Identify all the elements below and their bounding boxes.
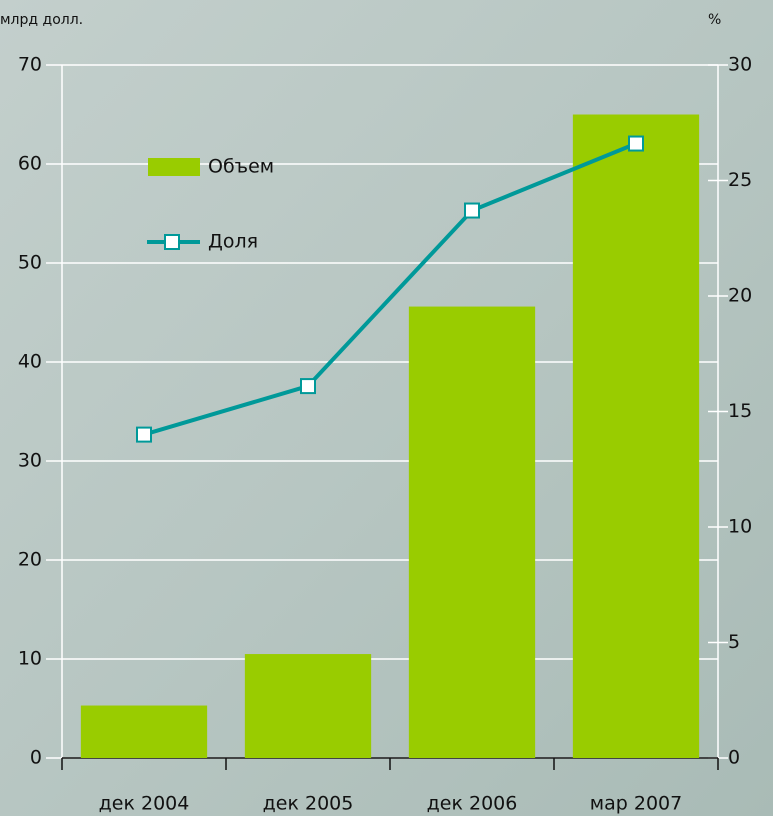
marker — [464, 202, 480, 219]
y-tick-label: 30 — [18, 450, 42, 472]
legend-marker — [164, 234, 180, 250]
y2-tick-label: 10 — [728, 516, 752, 538]
bar — [572, 114, 700, 758]
y-tick-label: 50 — [18, 252, 42, 274]
x-tick-label: мар 2007 — [590, 793, 682, 815]
bar — [80, 705, 208, 758]
x-tick-label: дек 2005 — [263, 793, 354, 815]
y-tick-label: 20 — [18, 549, 42, 571]
y-tick-label: 70 — [18, 54, 42, 76]
y-axis-label: млрд долл. — [0, 12, 83, 28]
legend-label: Объем — [208, 156, 274, 178]
y2-tick-label: 0 — [728, 747, 740, 769]
y2-tick-label: 25 — [728, 169, 752, 191]
bar — [244, 654, 372, 758]
legend-swatch — [148, 158, 200, 176]
y2-tick-label: 5 — [728, 631, 740, 653]
bar — [408, 306, 536, 758]
line — [143, 141, 637, 437]
y-tick-label: 10 — [18, 648, 42, 670]
legend-label: Доля — [208, 231, 258, 253]
y2-tick-label: 20 — [728, 285, 752, 307]
x-tick-label: дек 2006 — [427, 793, 518, 815]
y-tick-label: 60 — [18, 153, 42, 175]
marker — [136, 426, 152, 443]
marker — [628, 135, 644, 152]
y2-tick-label: 30 — [728, 54, 752, 76]
y2-axis-label: % — [708, 12, 721, 28]
y2-tick-label: 15 — [728, 400, 752, 422]
y-tick-label: 0 — [30, 747, 42, 769]
y-tick-label: 40 — [18, 351, 42, 373]
x-tick-label: дек 2004 — [99, 793, 190, 815]
marker — [300, 378, 316, 395]
